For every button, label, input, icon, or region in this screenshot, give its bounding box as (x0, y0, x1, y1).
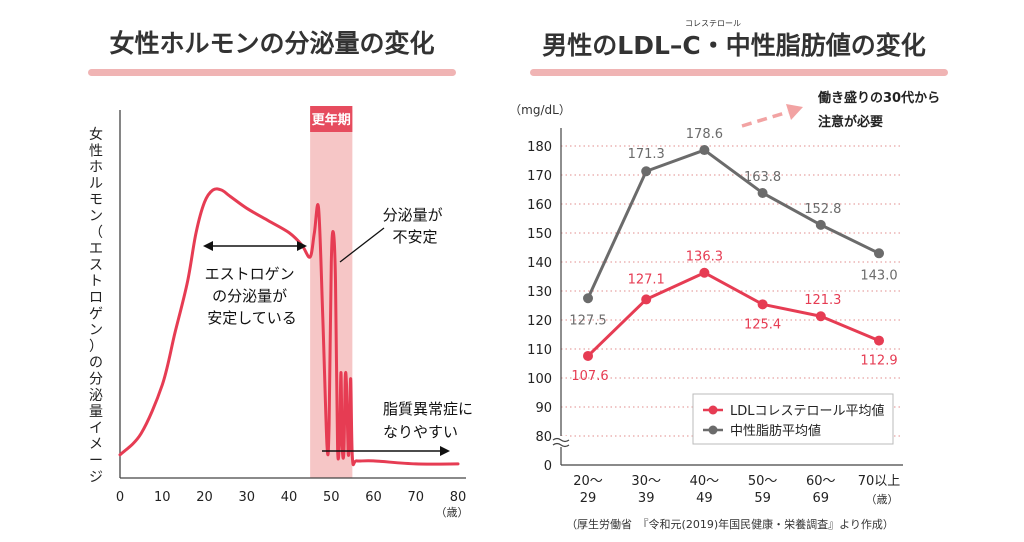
triglyceride-value-label: 178.6 (686, 127, 723, 142)
right-y-unit: （mg/dL） (509, 103, 571, 117)
left-x-tick: 70 (407, 490, 424, 505)
right-y-tick: 160 (527, 198, 552, 213)
ldl-value-label: 121.3 (804, 293, 841, 308)
ldl-line (586, 271, 880, 358)
left-age-unit: （歳） (436, 506, 469, 519)
triglyceride-point (757, 187, 768, 198)
estrogen-curve (118, 187, 460, 467)
right-age-unit: （歳） (866, 493, 899, 506)
left-x-tick: 80 (450, 490, 467, 505)
ldl-point (757, 299, 768, 310)
ldl-value-label: 125.4 (744, 317, 781, 332)
unstable-pointer (339, 227, 385, 263)
right-x-tick: 70以上 (858, 474, 901, 489)
axis-break-mark (552, 436, 570, 448)
right-title-ruby: コレステロール (685, 19, 741, 28)
left-x-tick: 0 (116, 490, 124, 505)
left-x-tick: 10 (154, 490, 171, 505)
right-title: 男性のLDL–C・中性脂肪値の変化 (542, 31, 925, 60)
left-y-axis-label: 女性ホルモン（エストロゲン）の分泌量イメージ (89, 126, 103, 485)
triglyceride-point (699, 145, 710, 156)
right-y-tick: 150 (527, 227, 552, 242)
triglyceride-value-label: 152.8 (804, 202, 841, 217)
legend-tg: 中性脂肪平均値 (730, 423, 821, 439)
left-x-tick: 40 (281, 490, 298, 505)
right-y-tick: 0 (544, 459, 552, 474)
right-y-tick: 140 (527, 256, 552, 271)
note-arrow (741, 104, 803, 128)
triglyceride-point (874, 248, 884, 259)
triglyceride-point (583, 293, 593, 304)
legend: LDLコレステロール平均値 中性脂肪平均値 (692, 393, 894, 445)
ldl-value-label: 136.3 (686, 250, 723, 265)
legend-ldl: LDLコレステロール平均値 (730, 403, 885, 419)
right-y-tick: 100 (527, 372, 552, 387)
note-text: 働き盛りの30代から 注意が必要 (817, 90, 945, 130)
right-y-tick: 90 (535, 401, 552, 416)
left-title-underline (88, 69, 456, 76)
right-title-underline (530, 69, 948, 76)
triglyceride-value-label: 171.3 (628, 147, 665, 162)
ldl-value-label: 127.1 (628, 272, 665, 287)
risk-arrow (322, 446, 450, 456)
triglyceride-value-label: 127.5 (569, 313, 606, 328)
menopause-label: 更年期 (312, 112, 351, 128)
right-y-tick: 120 (527, 314, 552, 329)
triglyceride-line (586, 148, 880, 299)
ldl-point (583, 350, 593, 361)
right-x-tick: 30～ 39 (631, 474, 661, 506)
right-x-tick: 50～ 59 (748, 474, 778, 506)
menopause-label-bg (310, 106, 353, 132)
ldl-value-label: 112.9 (860, 354, 897, 369)
ldl-point (641, 294, 652, 305)
stable-annotation: エストロゲン の分泌量が 安定している (205, 265, 300, 327)
ldl-point (874, 335, 884, 346)
right-x-tick: 60～ 69 (806, 474, 836, 506)
left-title: 女性ホルモンの分泌量の変化 (109, 29, 434, 58)
ldl-point (815, 311, 826, 322)
right-y-tick: 170 (527, 169, 552, 184)
right-y-tick: 80 (535, 430, 552, 445)
right-y-tick: 110 (527, 343, 552, 358)
unstable-annotation: 分泌量が 不安定 (383, 206, 448, 246)
estrogen-chart: 女性ホルモンの分泌量の変化 女性ホルモン（エストロゲン）の分泌量イメージ 更年期… (88, 29, 478, 519)
right-x-tick: 40～ 49 (690, 474, 720, 506)
triglyceride-value-label: 143.0 (860, 268, 897, 283)
right-y-tick: 130 (527, 285, 552, 300)
triglyceride-value-label: 163.8 (744, 170, 781, 185)
source-note: （厚生労働省 『令和元(2019)年国民健康・栄養調査』より作成） (566, 517, 894, 531)
triglyceride-point (815, 219, 826, 230)
right-x-tick: 20～ 29 (573, 474, 603, 506)
left-x-tick: 20 (196, 490, 213, 505)
triglyceride-point (641, 166, 652, 177)
ldl-point (699, 267, 710, 278)
left-x-tick: 50 (323, 490, 340, 505)
right-y-tick: 180 (527, 140, 552, 155)
left-x-tick: 30 (238, 490, 255, 505)
ldl-value-label: 107.6 (571, 369, 608, 384)
ldl-triglyceride-chart: コレステロール 男性のLDL–C・中性脂肪値の変化 （mg/dL） 働き盛りの3… (509, 19, 948, 531)
stable-arrow (203, 241, 307, 251)
risk-annotation: 脂質異常症に なりやすい (383, 400, 478, 441)
left-x-tick: 60 (365, 490, 382, 505)
